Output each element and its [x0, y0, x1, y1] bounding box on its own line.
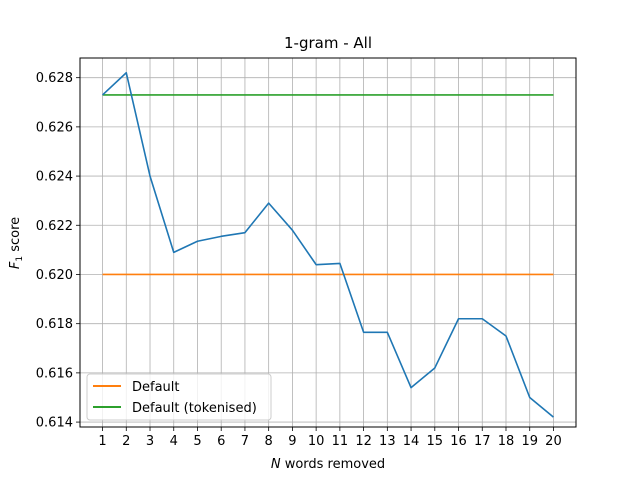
y-tick-label: 0.622 [36, 219, 73, 234]
x-tick-label: 2 [122, 434, 130, 449]
y-axis: 0.614 0.616 0.618 0.620 0.622 0.624 0.626 0.628 [36, 71, 80, 431]
plot-frame [79, 57, 577, 428]
x-tick-label: 17 [474, 434, 491, 449]
y-axis-label: F1 score [8, 217, 25, 269]
x-tick-label: 6 [217, 434, 225, 449]
x-tick-label: 11 [332, 434, 349, 449]
y-tick-label: 0.626 [36, 120, 73, 135]
legend-box [86, 373, 272, 421]
x-axis-label-var: N [271, 457, 281, 472]
y-tick-label: 0.628 [36, 71, 73, 86]
x-tick-label: 5 [193, 434, 201, 449]
series-line-main [102, 71, 554, 418]
x-tick-label: 12 [355, 434, 372, 449]
legend-label-default-tokenised: Default (tokenised) [132, 401, 257, 416]
y-axis-label-var: F [8, 261, 23, 269]
x-tick-label: 8 [265, 434, 273, 449]
x-tick-label: 1 [98, 434, 106, 449]
x-tick-label: 18 [498, 434, 515, 449]
x-tick-label: 9 [288, 434, 296, 449]
x-tick-label: 10 [308, 434, 325, 449]
y-tick-label: 0.618 [36, 317, 73, 332]
chart-title: 1-gram - All [284, 34, 372, 52]
y-tick-label: 0.624 [36, 170, 73, 185]
x-tick-label: 3 [146, 434, 154, 449]
y-tick-label: 0.620 [36, 268, 73, 283]
x-tick-label: 19 [521, 434, 538, 449]
x-tick-label: 14 [403, 434, 420, 449]
x-tick-label: 20 [545, 434, 562, 449]
x-tick-label: 13 [379, 434, 396, 449]
x-tick-label: 7 [241, 434, 249, 449]
legend-label-default: Default [132, 380, 180, 395]
y-tick-label: 0.614 [36, 416, 73, 431]
x-axis-label: N words removed [271, 457, 385, 472]
series-layer [102, 71, 554, 418]
legend: Default Default (tokenised) [86, 373, 272, 421]
x-axis: 1 2 3 4 5 6 7 8 9 10 11 12 13 14 15 16 17 18 19 20 [98, 427, 562, 449]
x-tick-label: 16 [450, 434, 467, 449]
grid-lines [80, 58, 576, 427]
y-axis-label-text: score [8, 217, 23, 256]
x-tick-label: 4 [170, 434, 178, 449]
y-tick-label: 0.616 [36, 366, 73, 381]
x-axis-label-text: words removed [281, 457, 386, 472]
y-axis-label-sub: 1 [15, 256, 25, 262]
x-tick-label: 15 [427, 434, 444, 449]
